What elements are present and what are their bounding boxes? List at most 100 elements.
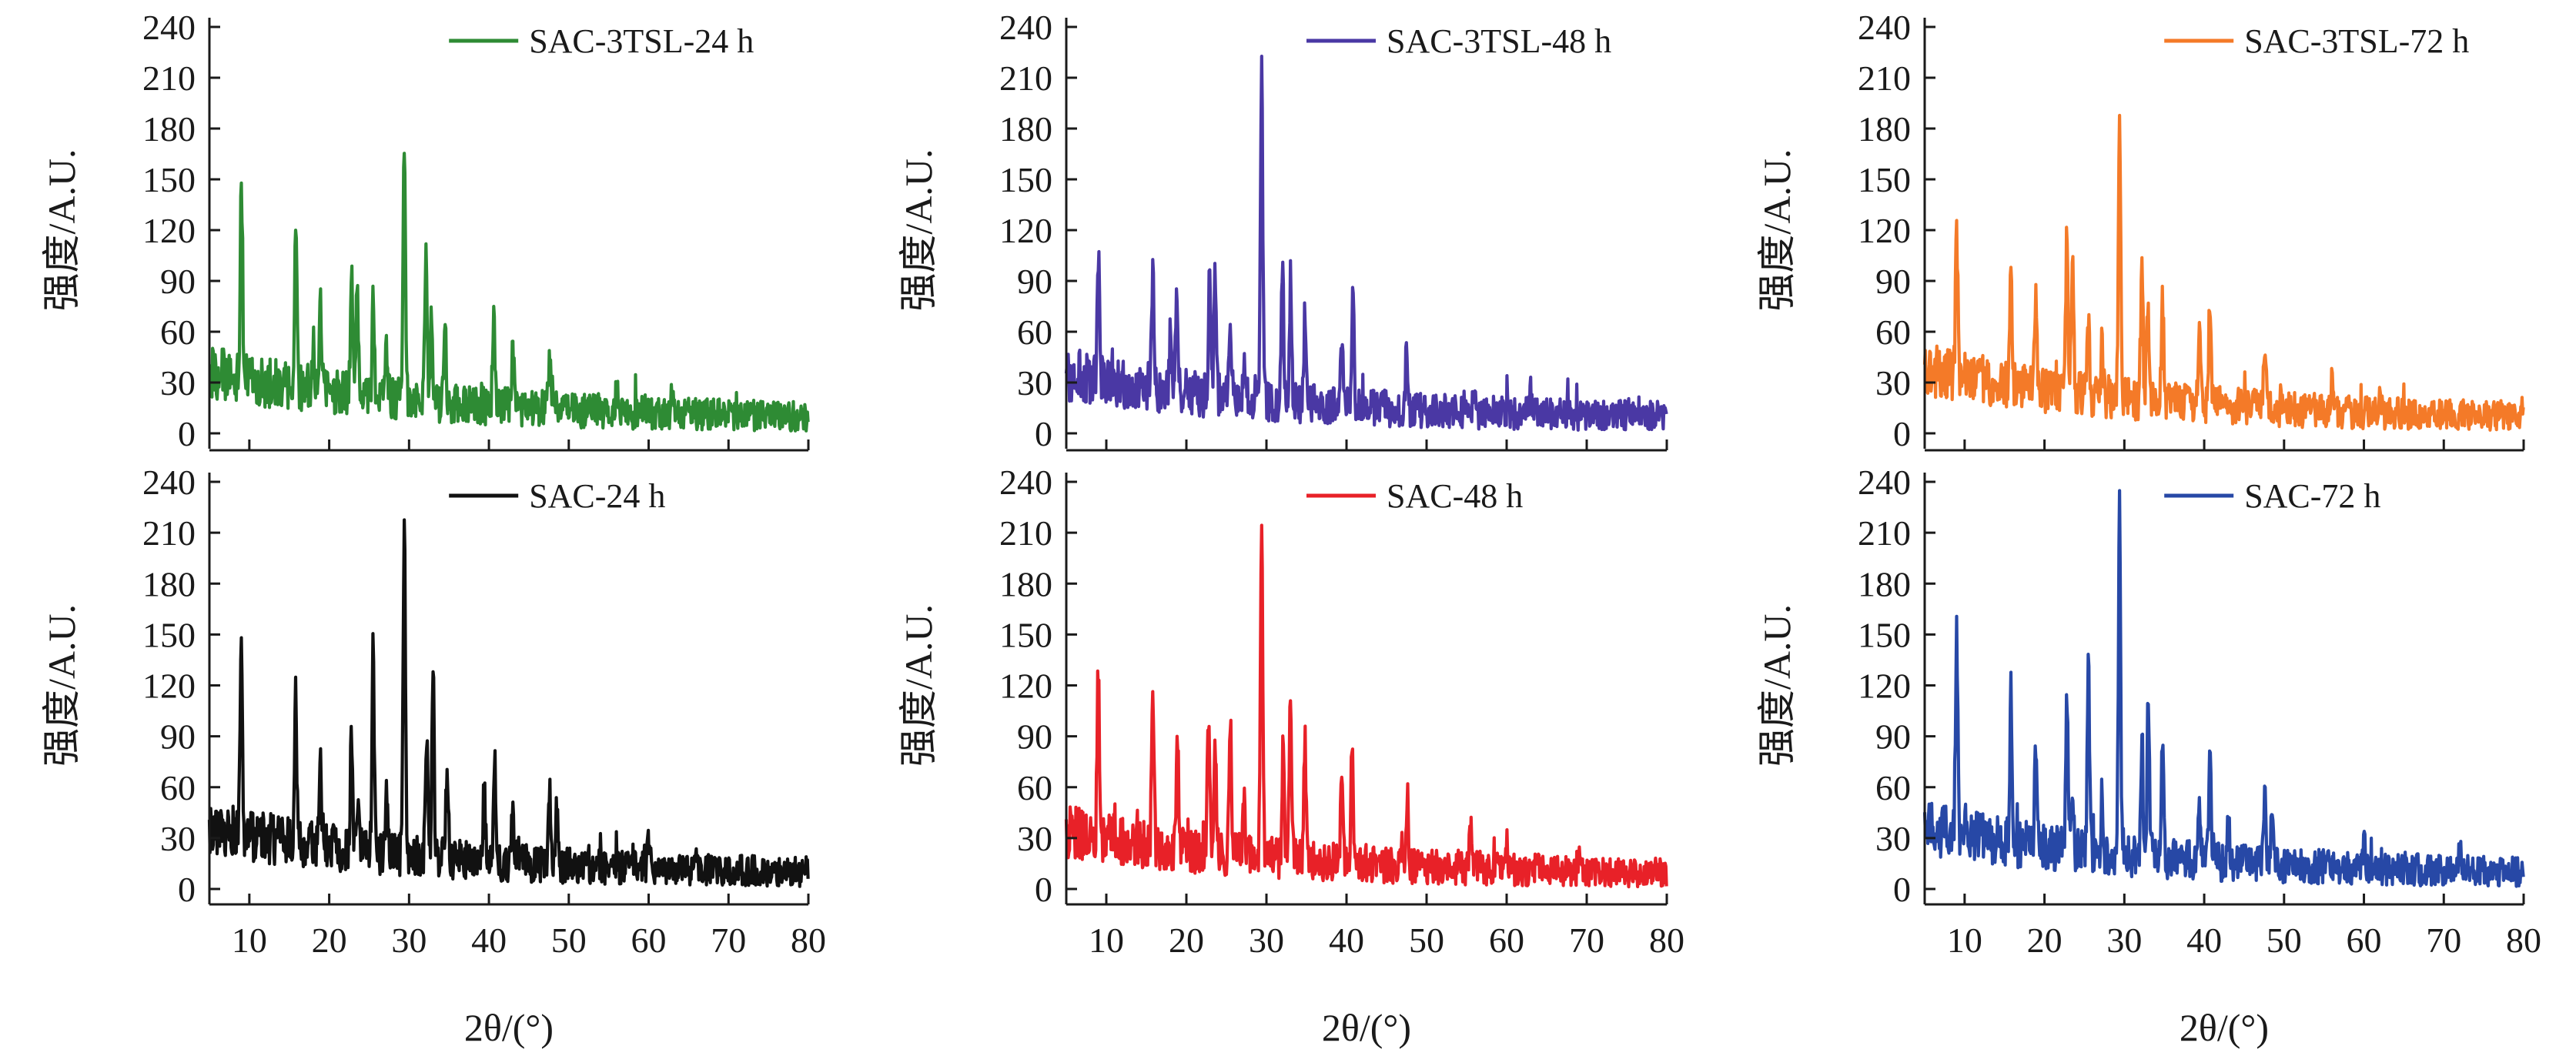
legend-label-p23: SAC-72 h <box>2244 477 2380 515</box>
y-tick-label-p13-150: 150 <box>1858 160 1911 199</box>
y-tick-label-p23-150: 150 <box>1858 615 1911 654</box>
y-tick-label-p13-120: 120 <box>1858 211 1911 250</box>
y-tick-label-p23-0: 0 <box>1893 870 1911 909</box>
series-line-p22 <box>1064 523 1668 889</box>
series-line-p23 <box>1922 489 2525 888</box>
y-tick-label-p22-0: 0 <box>1035 870 1052 909</box>
panel-p21: 0 30 60 90 120 150 180 210 240 强度/A.U. 10 20 30 40 50 6… <box>40 463 826 960</box>
y-tick-label-p13-210: 210 <box>1858 58 1911 98</box>
x-tick-label-p21-70: 70 <box>711 921 746 960</box>
series-line-p12 <box>1064 55 1668 432</box>
y-tick-label-p13-30: 30 <box>1875 363 1911 403</box>
y-tick-label-p13-0: 0 <box>1893 414 1911 453</box>
x-tick-label-p23-30: 30 <box>2106 921 2142 960</box>
y-tick-label-p21-60: 60 <box>160 768 196 807</box>
y-tick-label-p21-180: 180 <box>142 564 196 603</box>
x-tick-label-p22-70: 70 <box>1569 921 1604 960</box>
y-tick-label-p23-60: 60 <box>1875 768 1911 807</box>
x-tick-label-p23-70: 70 <box>2426 921 2461 960</box>
y-tick-label-p11-90: 90 <box>160 262 196 301</box>
y-tick-label-p21-150: 150 <box>142 615 196 654</box>
x-axis-title-col2: 2θ/(°) <box>1322 1006 1411 1049</box>
legend-label-p22: SAC-48 h <box>1387 477 1523 515</box>
panel-p23: 0 30 60 90 120 150 180 210 240 强度/A.U. 10 20 30 40 50 6… <box>1755 463 2541 960</box>
x-tick-label-p21-60: 60 <box>631 921 667 960</box>
y-tick-label-p12-120: 120 <box>999 211 1052 250</box>
x-tick-label-p21-20: 20 <box>312 921 347 960</box>
y-tick-label-p12-150: 150 <box>999 160 1052 199</box>
x-tick-label-p23-50: 50 <box>2267 921 2302 960</box>
y-tick-label-p11-150: 150 <box>142 160 196 199</box>
panel-p12: 0 30 60 90 120 150 180 210 240 强度/A.U. SAC-3TSL-48… <box>897 8 1668 453</box>
x-tick-label-p22-20: 20 <box>1169 921 1204 960</box>
y-axis-title-p11: 强度/A.U. <box>40 149 83 311</box>
y-tick-label-p22-60: 60 <box>1017 768 1052 807</box>
y-tick-label-p22-180: 180 <box>999 564 1052 603</box>
x-tick-label-p22-60: 60 <box>1489 921 1524 960</box>
y-tick-label-p12-30: 30 <box>1017 363 1052 403</box>
y-tick-label-p11-210: 210 <box>142 58 196 98</box>
x-tick-label-p22-40: 40 <box>1329 921 1364 960</box>
x-tick-label-p21-50: 50 <box>551 921 587 960</box>
y-tick-label-p11-240: 240 <box>142 8 196 47</box>
y-tick-label-p21-120: 120 <box>142 667 196 706</box>
y-tick-label-p21-30: 30 <box>160 819 196 858</box>
y-tick-label-p22-210: 210 <box>999 513 1052 553</box>
x-tick-label-p22-80: 80 <box>1649 921 1684 960</box>
panel-p22: 0 30 60 90 120 150 180 210 240 强度/A.U. 10 20 30 40 50 6… <box>897 463 1684 960</box>
x-tick-label-p23-40: 40 <box>2186 921 2222 960</box>
y-tick-label-p22-150: 150 <box>999 615 1052 654</box>
y-tick-label-p12-180: 180 <box>999 109 1052 149</box>
y-axis-title-p23: 强度/A.U. <box>1755 604 1798 767</box>
y-tick-label-p21-240: 240 <box>142 463 196 502</box>
y-tick-label-p22-240: 240 <box>999 463 1052 502</box>
x-tick-label-p22-50: 50 <box>1409 921 1444 960</box>
y-tick-label-p11-0: 0 <box>178 414 196 453</box>
y-tick-label-p23-210: 210 <box>1858 513 1911 553</box>
legend-label-p21: SAC-24 h <box>529 477 665 515</box>
y-tick-label-p11-30: 30 <box>160 363 196 403</box>
x-tick-label-p21-10: 10 <box>232 921 267 960</box>
y-tick-label-p23-120: 120 <box>1858 667 1911 706</box>
y-tick-label-p12-240: 240 <box>999 8 1052 47</box>
series-line-p21 <box>207 518 810 888</box>
x-tick-label-p23-80: 80 <box>2506 921 2541 960</box>
y-tick-label-p11-180: 180 <box>142 109 196 149</box>
y-tick-label-p11-120: 120 <box>142 211 196 250</box>
x-tick-label-p21-40: 40 <box>471 921 507 960</box>
y-tick-label-p12-210: 210 <box>999 58 1052 98</box>
panel-p13: 0 30 60 90 120 150 180 210 240 强度/A.U. SAC-3TSL-72… <box>1755 8 2525 453</box>
y-tick-label-p23-30: 30 <box>1875 819 1911 858</box>
y-tick-label-p22-120: 120 <box>999 667 1052 706</box>
x-tick-label-p22-10: 10 <box>1089 921 1124 960</box>
legend-label-p12: SAC-3TSL-48 h <box>1387 22 1611 60</box>
y-tick-label-p13-240: 240 <box>1858 8 1911 47</box>
y-axis-title-p12: 强度/A.U. <box>897 149 940 311</box>
x-axis-title-col1: 2θ/(°) <box>464 1006 554 1049</box>
y-tick-label-p23-240: 240 <box>1858 463 1911 502</box>
y-axis-title-p13: 强度/A.U. <box>1755 149 1798 311</box>
x-tick-label-p21-80: 80 <box>791 921 826 960</box>
y-tick-label-p13-60: 60 <box>1875 312 1911 352</box>
y-tick-label-p11-60: 60 <box>160 312 196 352</box>
x-tick-label-p23-10: 10 <box>1947 921 1982 960</box>
x-tick-label-p23-20: 20 <box>2027 921 2062 960</box>
y-tick-label-p12-60: 60 <box>1017 312 1052 352</box>
x-tick-label-p23-60: 60 <box>2347 921 2382 960</box>
legend-label-p13: SAC-3TSL-72 h <box>2244 22 2469 60</box>
y-tick-label-p23-180: 180 <box>1858 564 1911 603</box>
y-tick-label-p23-90: 90 <box>1875 717 1911 757</box>
y-tick-label-p12-0: 0 <box>1035 414 1052 453</box>
x-tick-label-p21-30: 30 <box>391 921 427 960</box>
x-tick-label-p22-30: 30 <box>1249 921 1284 960</box>
y-tick-label-p21-210: 210 <box>142 513 196 553</box>
legend-label-p11: SAC-3TSL-24 h <box>529 22 754 60</box>
y-tick-label-p22-90: 90 <box>1017 717 1052 757</box>
series-line-p11 <box>208 152 810 433</box>
y-tick-label-p12-90: 90 <box>1017 262 1052 301</box>
y-tick-label-p21-90: 90 <box>160 717 196 757</box>
panel-p11: 0 30 60 90 120 150 180 210 240 强度/A.U. SAC-3TSL-24… <box>40 8 810 453</box>
x-axis-title-col3: 2θ/(°) <box>2180 1006 2269 1049</box>
y-tick-label-p13-180: 180 <box>1858 109 1911 149</box>
